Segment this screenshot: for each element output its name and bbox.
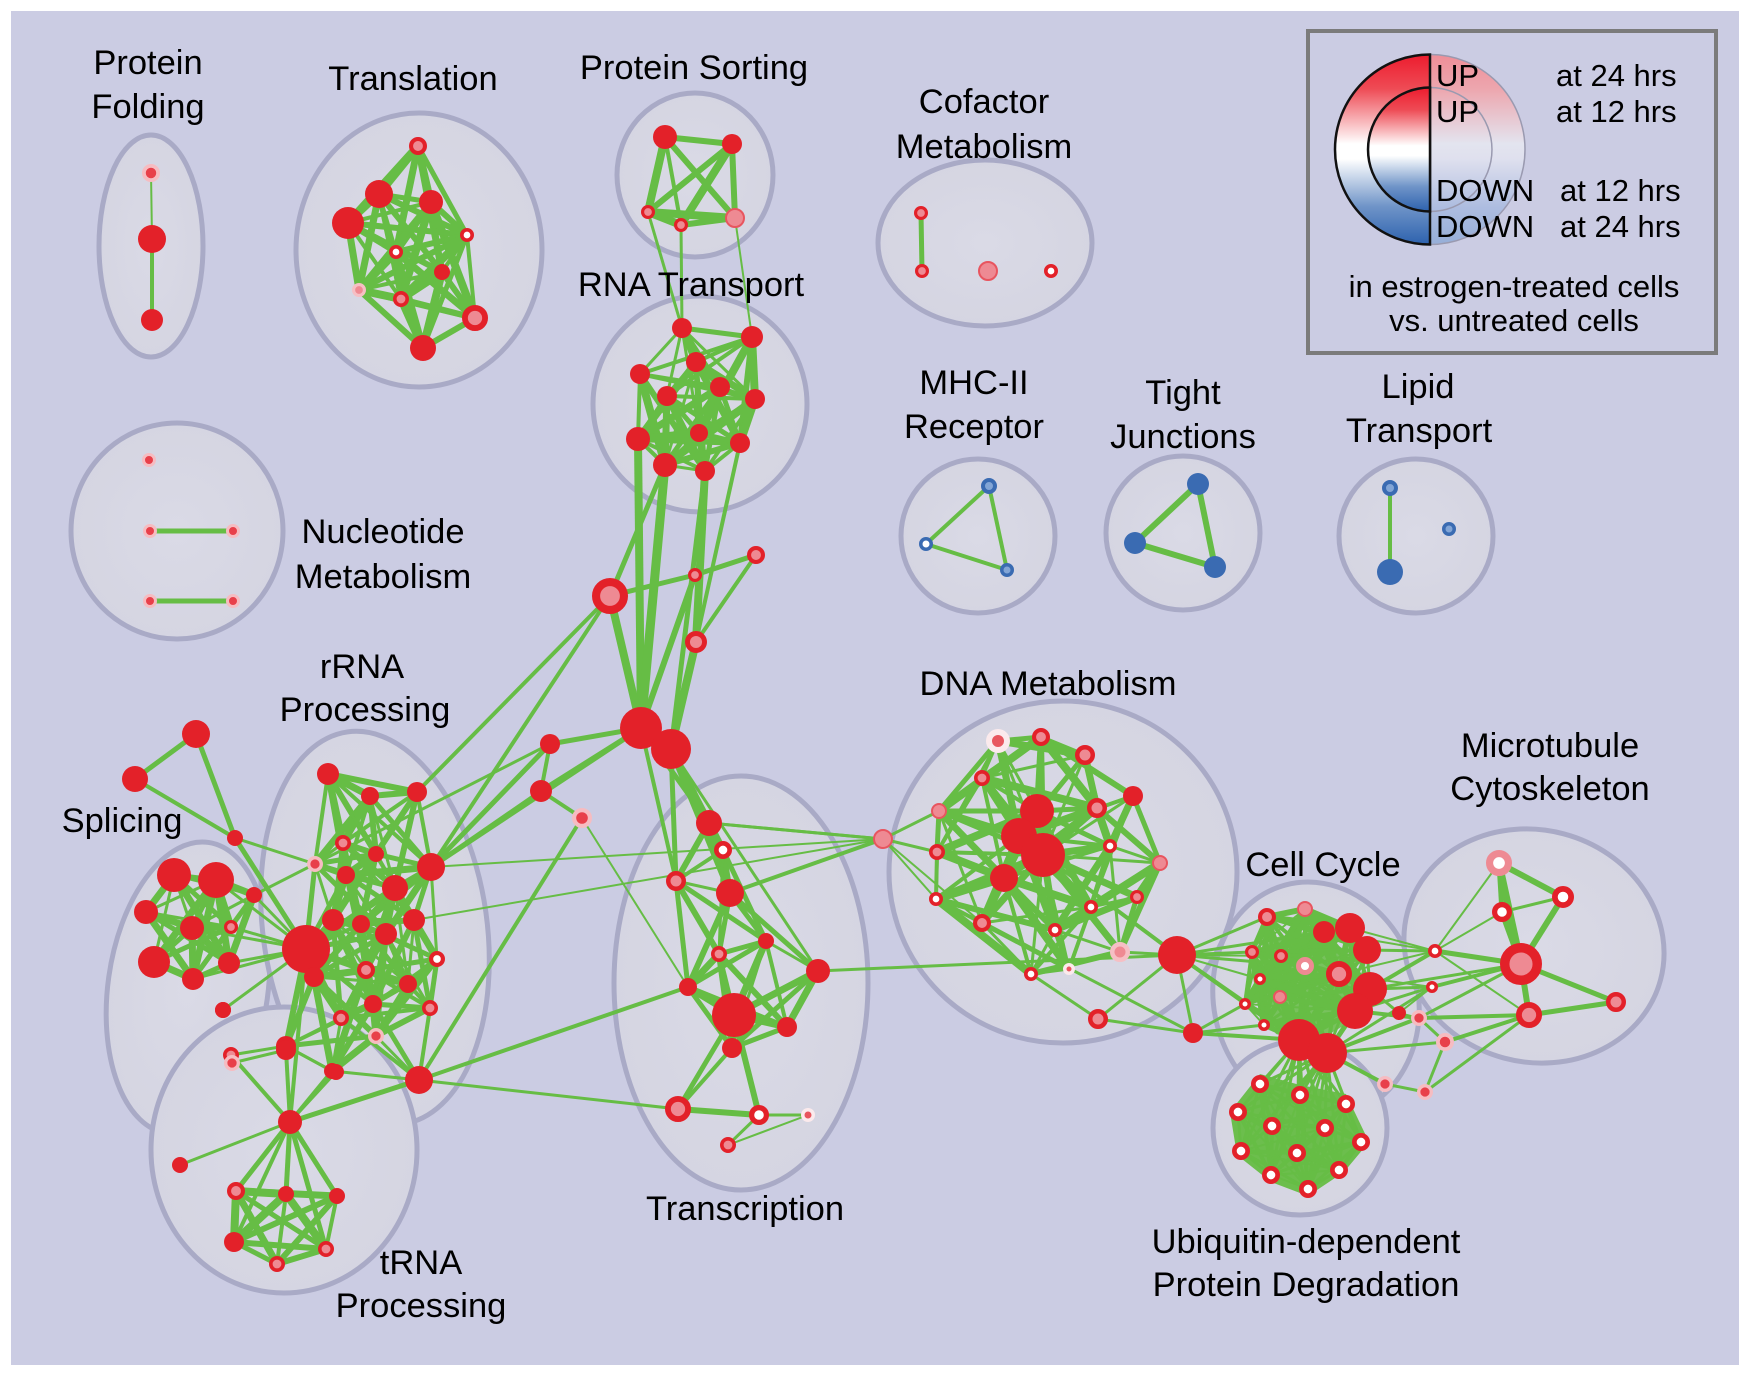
svg-text:DNA Metabolism: DNA Metabolism	[920, 665, 1177, 703]
svg-text:Receptor: Receptor	[904, 408, 1044, 446]
svg-text:at 12 hrs: at 12 hrs	[1556, 94, 1677, 129]
svg-text:Lipid: Lipid	[1382, 368, 1455, 406]
svg-text:UP: UP	[1436, 94, 1479, 129]
svg-text:DOWN: DOWN	[1436, 173, 1534, 208]
svg-text:Nucleotide: Nucleotide	[301, 513, 464, 551]
svg-text:in estrogen-treated cells: in estrogen-treated cells	[1349, 269, 1680, 304]
svg-text:Metabolism: Metabolism	[896, 128, 1072, 166]
svg-text:Translation: Translation	[328, 60, 497, 98]
svg-text:Processing: Processing	[280, 691, 451, 729]
svg-text:Microtubule: Microtubule	[1461, 727, 1639, 765]
svg-text:Protein Degradation: Protein Degradation	[1153, 1266, 1460, 1304]
svg-text:Metabolism: Metabolism	[295, 558, 471, 596]
svg-text:Cell Cycle: Cell Cycle	[1245, 846, 1400, 884]
svg-text:Processing: Processing	[336, 1287, 507, 1325]
svg-text:vs. untreated cells: vs. untreated cells	[1389, 303, 1639, 338]
svg-text:at 24 hrs: at 24 hrs	[1556, 58, 1677, 93]
svg-text:Protein Sorting: Protein Sorting	[580, 49, 808, 87]
svg-text:Transport: Transport	[1346, 412, 1493, 450]
svg-text:RNA Transport: RNA Transport	[578, 266, 805, 304]
svg-text:tRNA: tRNA	[380, 1244, 462, 1282]
svg-text:Tight: Tight	[1145, 374, 1221, 412]
svg-text:Protein: Protein	[93, 44, 202, 82]
svg-text:at 12 hrs: at 12 hrs	[1560, 173, 1681, 208]
svg-text:Ubiquitin-dependent: Ubiquitin-dependent	[1152, 1223, 1461, 1261]
svg-text:at 24 hrs: at 24 hrs	[1560, 209, 1681, 244]
svg-text:Splicing: Splicing	[62, 802, 183, 840]
svg-text:rRNA: rRNA	[320, 648, 404, 686]
svg-text:Transcription: Transcription	[646, 1190, 844, 1228]
svg-text:UP: UP	[1436, 58, 1479, 93]
svg-text:Folding: Folding	[91, 88, 204, 126]
svg-text:Cytoskeleton: Cytoskeleton	[1450, 770, 1649, 808]
svg-text:Junctions: Junctions	[1110, 418, 1256, 456]
svg-text:MHC-II: MHC-II	[919, 364, 1028, 402]
svg-text:Cofactor: Cofactor	[919, 83, 1049, 121]
svg-text:DOWN: DOWN	[1436, 209, 1534, 244]
